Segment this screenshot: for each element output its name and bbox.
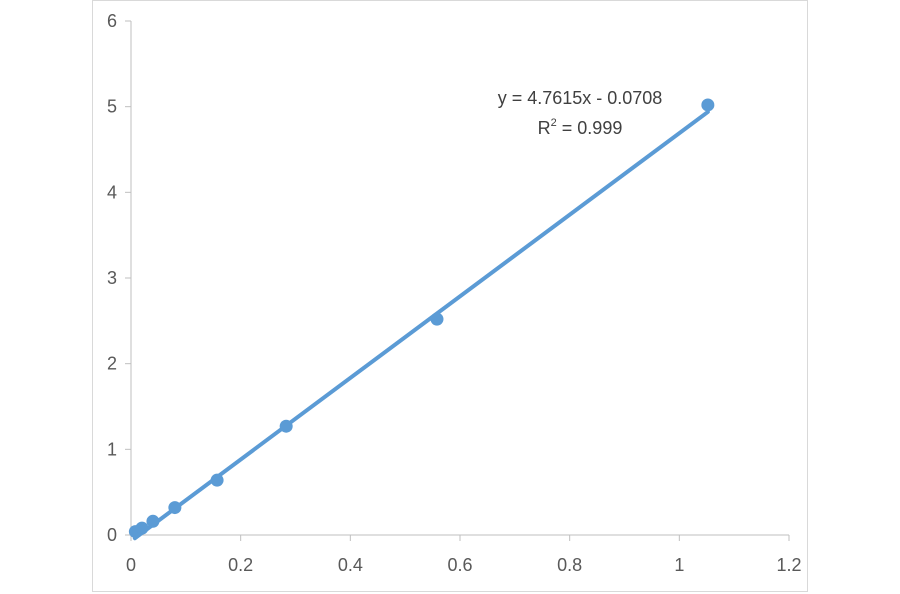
data-point (701, 98, 715, 112)
data-point (210, 473, 224, 487)
x-tick-label: 0.2 (228, 555, 253, 575)
data-point (430, 312, 444, 326)
r-squared-value: = 0.999 (557, 118, 623, 138)
y-tick-label: 1 (107, 439, 117, 459)
y-tick-label: 2 (107, 354, 117, 374)
data-points (128, 98, 715, 539)
r-squared-text: R2 = 0.999 (538, 117, 623, 138)
equation-text: y = 4.7615x - 0.0708 (498, 88, 663, 108)
y-tick-label: 3 (107, 268, 117, 288)
trendline-line (132, 109, 710, 541)
y-tick-label: 0 (107, 525, 117, 545)
y-tick-label: 6 (107, 11, 117, 31)
x-tick-label: 1 (674, 555, 684, 575)
r-squared-superscript: 2 (551, 117, 557, 129)
y-tick-label: 4 (107, 182, 117, 202)
trendline (132, 109, 710, 541)
trendline-equation: y = 4.7615x - 0.0708 R2 = 0.999 (498, 88, 663, 138)
data-point (168, 501, 182, 515)
x-tick-label: 0 (126, 555, 136, 575)
chart-area (92, 0, 808, 592)
data-point (146, 514, 160, 528)
r-squared-prefix: R (538, 118, 551, 138)
x-tick-label: 1.2 (776, 555, 801, 575)
x-tick-label: 0.8 (557, 555, 582, 575)
x-axis-ticks: 0 0.2 0.4 0.6 0.8 1 1.2 (126, 535, 802, 575)
data-point (279, 419, 293, 433)
x-tick-label: 0.6 (447, 555, 472, 575)
y-axis-ticks: 0 1 2 3 4 5 6 (107, 11, 131, 545)
data-point (135, 521, 149, 535)
x-tick-label: 0.4 (338, 555, 363, 575)
axes (130, 21, 789, 536)
y-tick-label: 5 (107, 97, 117, 117)
